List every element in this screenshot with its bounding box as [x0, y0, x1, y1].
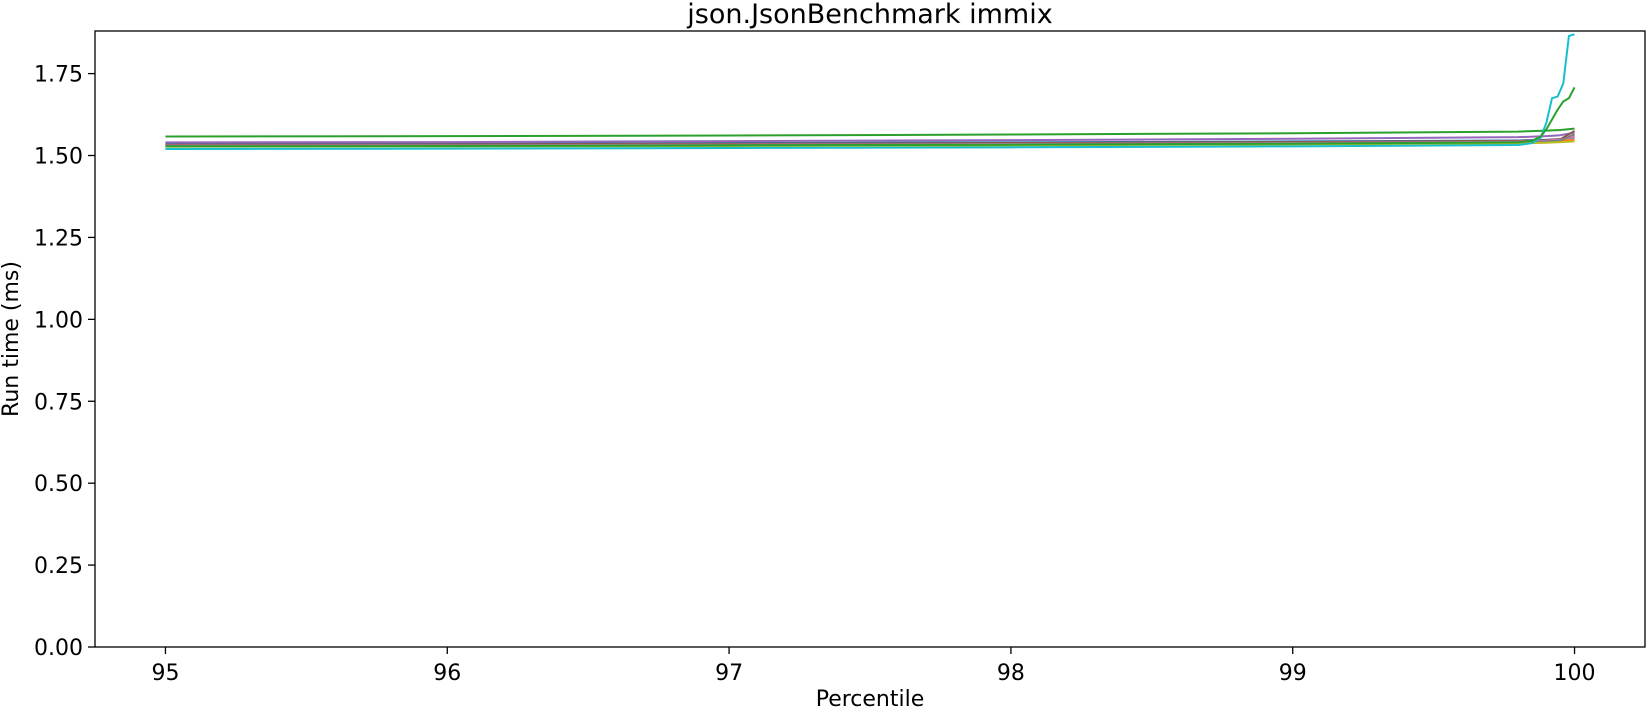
plot-area: [95, 31, 1645, 647]
chart-title: json.JsonBenchmark immix: [686, 0, 1052, 30]
x-axis: 95 96 97 98 99 100: [151, 647, 1596, 686]
x-tick-label: 98: [997, 661, 1025, 686]
series-layer: [165, 33, 1576, 150]
y-axis: 0.00 0.25 0.50 0.75 1.00 1.25 1.50 1.75: [34, 63, 95, 661]
y-tick-label: 1.50: [34, 145, 83, 170]
y-tick-label: 1.25: [34, 226, 83, 251]
y-axis-label: Run time (ms): [0, 261, 24, 417]
x-tick-label: 95: [151, 661, 179, 686]
x-tick-label: 99: [1279, 661, 1307, 686]
y-tick-label: 0.50: [34, 472, 83, 497]
x-tick-label: 97: [715, 661, 743, 686]
series-line-11: [165, 86, 1576, 148]
y-tick-label: 0.00: [34, 636, 83, 661]
plot-frame: [94, 30, 1646, 648]
x-tick-label: 96: [433, 661, 461, 686]
y-tick-label: 1.00: [34, 308, 83, 333]
y-tick-label: 0.75: [34, 390, 83, 415]
x-axis-label: Percentile: [816, 687, 925, 710]
series-line-5: [165, 131, 1575, 144]
y-tick-label: 1.75: [34, 63, 83, 88]
series-line-10: [165, 33, 1575, 150]
x-tick-label: 100: [1554, 661, 1596, 686]
y-tick-label: 0.25: [34, 554, 83, 579]
series-line-3: [165, 127, 1575, 138]
